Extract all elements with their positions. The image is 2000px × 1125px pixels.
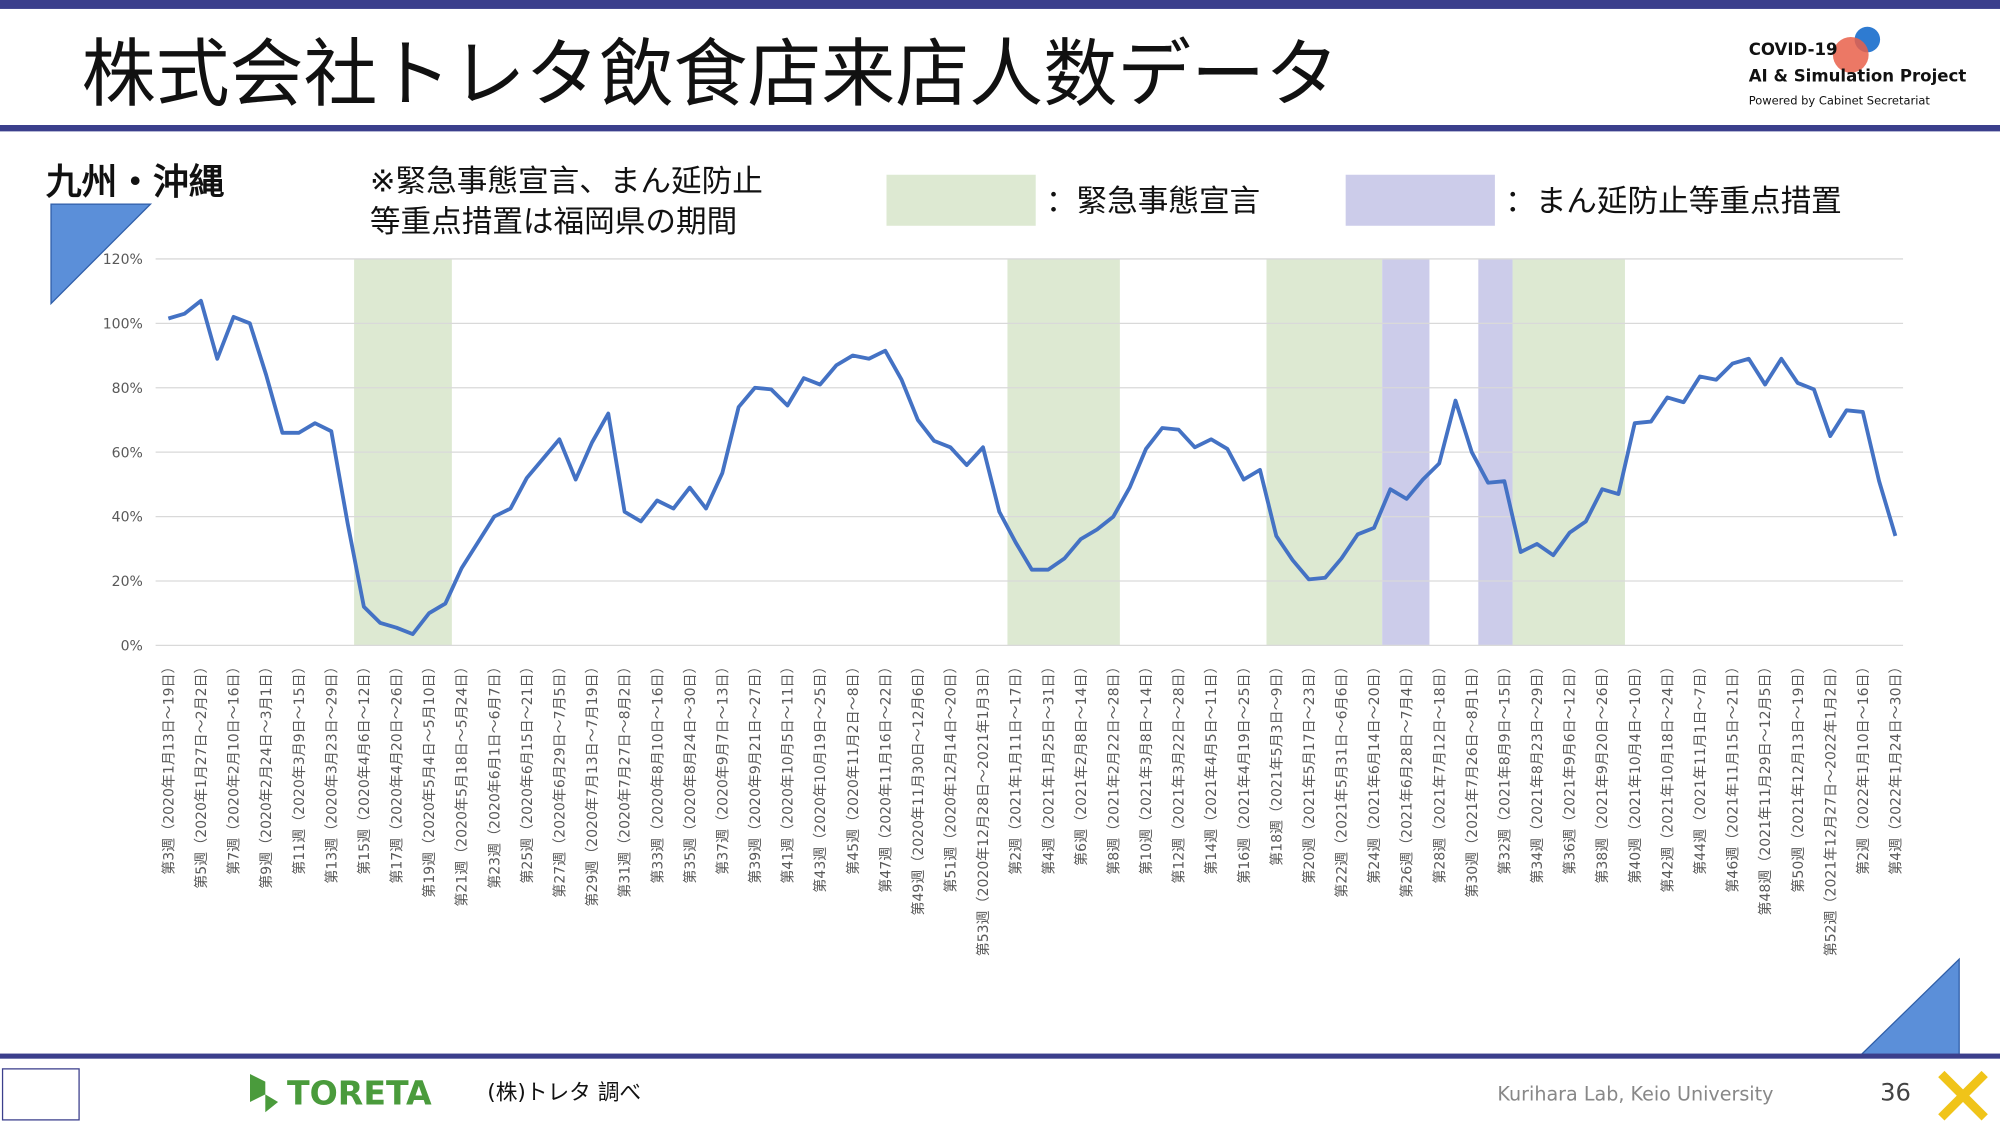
source: (株)トレタ 調べ bbox=[487, 1080, 641, 1105]
x-tick-label: 第53週（2020年12月28日～2021年1月3日） bbox=[975, 659, 992, 956]
logo-text: AI & Simulation Project bbox=[1749, 67, 1967, 86]
logo-text: Powered by Cabinet Secretariat bbox=[1749, 94, 1931, 108]
x-tick-label: 第4週（2022年1月24日～30日） bbox=[1888, 659, 1905, 874]
y-tick-label: 100% bbox=[103, 316, 143, 332]
y-tick-label: 40% bbox=[112, 510, 143, 526]
header-rule bbox=[0, 125, 2000, 132]
x-tick-label: 第52週（2021年12月27日～2022年1月2日） bbox=[1822, 659, 1839, 956]
x-tick-label: 第44週（2021年11月1日～7日） bbox=[1692, 659, 1709, 874]
corner-deco bbox=[50, 203, 153, 306]
corner-logo bbox=[1938, 1070, 1988, 1121]
x-tick-label: 第46週（2021年11月15日～21日） bbox=[1725, 659, 1742, 892]
x-tick-label: 第26週（2021年6月28日～7月4日） bbox=[1399, 659, 1416, 897]
corner-deco bbox=[1858, 957, 1960, 1057]
brand: TORETA bbox=[287, 1074, 432, 1113]
x-tick-label: 第21週（2020年5月18日～5月24日） bbox=[454, 659, 471, 906]
x-tick-label: 第16週（2021年4月19日～25日） bbox=[1236, 659, 1253, 883]
logo-text: COVID-19 bbox=[1749, 40, 1838, 59]
x-tick-label: 第11週（2020年3月9日～15日） bbox=[291, 659, 308, 874]
x-tick-label: 第30週（2021年7月26日～8月1日） bbox=[1464, 659, 1481, 897]
x-tick-label: 第49週（2020年11月30日～12月6日） bbox=[910, 659, 927, 915]
x-tick-label: 第14週（2021年4月5日～11日） bbox=[1203, 659, 1220, 874]
x-tick-label: 第50週（2021年12月13日～19日） bbox=[1790, 659, 1807, 892]
region-title: 九州・沖縄 bbox=[46, 162, 225, 203]
x-tick-label: 第33週（2020年8月10日～16日） bbox=[649, 659, 666, 883]
x-tick-label: 第29週（2020年7月13日～7月19日） bbox=[584, 659, 601, 906]
legend-swatch bbox=[886, 174, 1036, 226]
x-tick-label: 第48週（2021年11月29日～12月5日） bbox=[1757, 659, 1774, 915]
brand-icon bbox=[250, 1073, 279, 1113]
x-tick-label: 第9週（2020年2月24日～3月1日） bbox=[258, 659, 275, 888]
y-tick-label: 60% bbox=[112, 445, 143, 461]
logo-dot bbox=[1832, 36, 1869, 73]
x-tick-label: 第47週（2020年11月16日～22日） bbox=[877, 659, 894, 892]
x-tick-label: 第3週（2020年1月13日～19日） bbox=[160, 659, 177, 874]
x-tick-label: 第32週（2021年8月9日～15日） bbox=[1496, 659, 1513, 874]
y-tick-label: 0% bbox=[121, 639, 143, 655]
x-tick-label: 第38週（2021年9月20日～26日） bbox=[1594, 659, 1611, 883]
x-tick-label: 第22週（2021年5月31日～6月6日） bbox=[1334, 659, 1351, 897]
legend-swatch bbox=[1345, 174, 1495, 226]
x-tick-label: 第7週（2020年2月10日～16日） bbox=[226, 659, 243, 874]
x-tick-label: 第15週（2020年4月6日～12日） bbox=[356, 659, 373, 874]
x-tick-label: 第10週（2021年3月8日～14日） bbox=[1138, 659, 1155, 874]
x-tick-label: 第37週（2020年9月7日～13日） bbox=[714, 659, 731, 874]
title: 株式会社トレタ飲食店来店人数データ bbox=[82, 31, 1339, 117]
x-tick-label: 第35週（2020年8月24日～30日） bbox=[682, 659, 699, 883]
x-tick-label: 第5週（2020年1月27日～2月2日） bbox=[193, 659, 210, 888]
x-tick-label: 第51週（2020年12月14日～20日） bbox=[943, 659, 960, 892]
x-tick-label: 第25週（2020年6月15日～21日） bbox=[519, 659, 536, 883]
x-tick-label: 第19週（2020年5月4日～5月10日） bbox=[421, 659, 438, 897]
x-tick-label: 第28週（2021年7月12日～18日） bbox=[1431, 659, 1448, 883]
credit: Kurihara Lab, Keio University bbox=[1497, 1083, 1773, 1106]
x-tick-label: 第41週（2020年10月5日～11日） bbox=[780, 659, 797, 883]
x-tick-label: 第43週（2020年10月19日～25日） bbox=[812, 659, 829, 892]
x-tick-label: 第34週（2021年8月23日～29日） bbox=[1529, 659, 1546, 883]
x-tick-label: 第4週（2021年1月25日～31日） bbox=[1040, 659, 1057, 874]
x-tick-label: 第18週（2021年5月3日～9日） bbox=[1268, 659, 1285, 865]
page-number: 36 bbox=[1880, 1079, 1911, 1107]
note: ※緊急事態宣言、まん延防止 bbox=[370, 164, 763, 199]
note: 等重点措置は福岡県の期間 bbox=[370, 205, 737, 240]
x-tick-label: 第12週（2021年3月22日～28日） bbox=[1171, 659, 1188, 883]
y-tick-label: 120% bbox=[103, 252, 143, 268]
x-tick-label: 第39週（2020年9月21日～27日） bbox=[747, 659, 764, 883]
x-tick-label: 第17週（2020年4月20日～26日） bbox=[389, 659, 406, 883]
legend-label: ：緊急事態宣言 bbox=[1046, 185, 1260, 220]
x-tick-label: 第2週（2021年1月11日～17日） bbox=[1008, 659, 1025, 874]
footer-rule bbox=[0, 1053, 2000, 1059]
x-tick-label: 第36週（2021年9月6日～12日） bbox=[1562, 659, 1579, 874]
x-tick-label: 第13週（2020年3月23日～29日） bbox=[323, 659, 340, 883]
x-tick-label: 第8週（2021年2月22日～28日） bbox=[1105, 659, 1122, 874]
top-bar bbox=[0, 0, 2000, 9]
y-tick-label: 20% bbox=[112, 574, 143, 590]
x-tick-label: 第45週（2020年11月2日～8日） bbox=[845, 659, 862, 874]
x-tick-label: 第20週（2021年5月17日～23日） bbox=[1301, 659, 1318, 883]
legend-label: ：まん延防止等重点措置 bbox=[1505, 185, 1842, 220]
x-tick-label: 第6週（2021年2月8日～14日） bbox=[1073, 659, 1090, 865]
data-line bbox=[167, 298, 1898, 637]
x-tick-label: 第27週（2020年6月29日～7月5日） bbox=[551, 659, 568, 897]
x-tick-label: 第23週（2020年6月1日～6月7日） bbox=[486, 659, 503, 888]
x-tick-label: 第24週（2021年6月14日～20日） bbox=[1366, 659, 1383, 883]
x-tick-label: 第2週（2022年1月10日～16日） bbox=[1855, 659, 1872, 874]
x-tick-label: 第31週（2020年7月27日～8月2日） bbox=[617, 659, 634, 897]
y-tick-label: 80% bbox=[112, 381, 143, 397]
x-tick-label: 第42週（2021年10月18日～24日） bbox=[1659, 659, 1676, 892]
x-tick-label: 第40週（2021年10月4日～10日） bbox=[1627, 659, 1644, 883]
lab-logo bbox=[1, 1068, 80, 1121]
